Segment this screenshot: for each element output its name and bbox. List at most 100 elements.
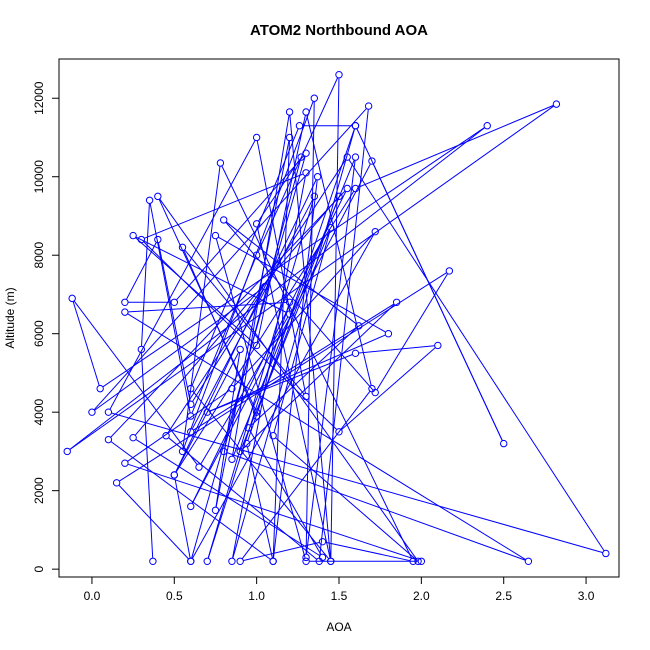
data-point [355,322,363,330]
data-point [121,308,129,316]
data-point [236,447,244,456]
data-point [384,329,393,338]
data-point [121,459,129,467]
data-point [371,388,379,397]
data-point [236,557,244,566]
series-segment [174,478,191,558]
series-segment [141,203,150,346]
data-point [285,133,294,142]
series-segment [325,541,410,562]
data-point [297,153,305,161]
data-point [88,408,96,416]
data-point [187,428,195,436]
data-point [295,122,304,130]
data-point [104,408,113,416]
data-point [392,298,401,307]
data-point [252,341,261,350]
data-point [368,157,376,165]
data-point [302,392,310,401]
series-segment [241,391,371,559]
data-point [318,537,327,546]
data-point [220,216,228,224]
data-point [335,70,343,79]
x-tick-label: 3.0 [578,589,595,603]
series-segment [118,485,189,560]
x-tick-label: 0.5 [166,589,183,603]
data-point [269,557,277,566]
data-point [211,231,220,240]
series-segment [128,463,419,561]
series-segment [127,390,230,462]
series-segment [175,191,355,473]
data-point [351,122,360,130]
series-segment [110,441,271,560]
series-segment [241,230,330,449]
data-point [121,298,129,307]
data-point [228,557,236,566]
series-segment [127,313,526,560]
data-point [343,153,351,161]
data-point [187,557,195,566]
y-tick-label: 0 [32,565,46,572]
data-point [313,173,322,181]
series-segment [111,412,603,553]
series-segment [215,238,306,559]
data-point [552,100,561,108]
series-segment [149,203,191,413]
series-segment [141,352,154,558]
data-point [129,231,137,240]
data-point [310,192,318,201]
data-point [137,235,146,244]
data-point [203,408,211,416]
data-point [414,557,422,566]
data-point [371,227,379,236]
series-segment [191,128,299,386]
x-tick-label: 0.0 [84,589,101,603]
data-point [327,224,335,232]
data-point [252,251,261,259]
series-segment [356,128,503,441]
series-segment [376,273,448,390]
data-point [269,432,277,440]
series-segment [94,288,263,411]
data-point [252,133,261,142]
series-segment [256,227,331,558]
series-segment [306,115,372,386]
y-tick-label: 10000 [32,160,46,194]
data-point [63,447,71,456]
series-segment [289,115,331,558]
data-point [243,439,251,448]
data-point [252,412,261,420]
series-lines [69,77,605,562]
data-point [285,310,294,318]
data-point [220,447,228,456]
series-segment [273,230,331,433]
series-segment [128,302,287,313]
data-point [228,455,236,463]
data-point [187,502,195,511]
data-point [285,108,294,116]
series-segment [242,304,395,450]
chart-title: ATOM2 Northbound AOA [250,22,428,39]
data-point [351,153,360,161]
x-tick-label: 2.0 [413,589,430,603]
series-segment [176,155,305,301]
data-point [327,557,335,566]
series-segment [135,198,338,436]
series-segment [135,237,255,344]
data-point [351,184,360,193]
series-segment [358,105,554,188]
series-segment [256,115,306,343]
series-segment [250,327,357,426]
x-tick-label: 1.5 [331,589,348,603]
data-point [149,557,157,566]
series-segment [341,347,436,430]
series-segment [191,199,314,429]
data-point [261,282,269,291]
data-point [187,412,195,420]
data-point [178,243,187,252]
series-segment [72,301,100,386]
series-points [63,70,610,566]
series-segment [144,173,304,239]
